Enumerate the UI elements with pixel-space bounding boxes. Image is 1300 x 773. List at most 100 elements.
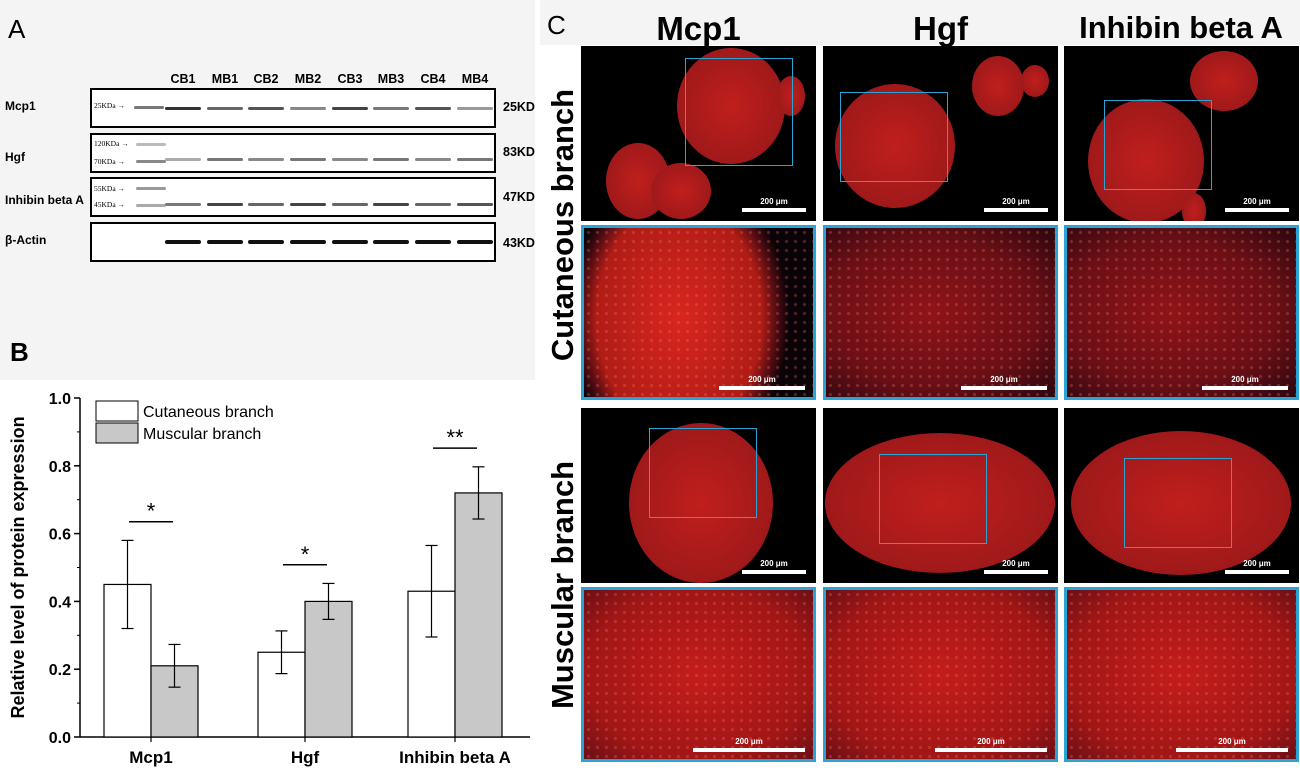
lane-label: CB4 (420, 72, 446, 86)
protein-band (415, 203, 451, 206)
zoom-region-box (1124, 458, 1232, 548)
x-tick-label: Hgf (291, 748, 320, 767)
cell-texture (826, 590, 1055, 759)
tissue-section (1071, 431, 1291, 575)
protein-band (165, 203, 201, 206)
ladder-band (136, 204, 166, 207)
protein-band (332, 158, 368, 161)
row-title: Cutaneous branch (545, 88, 580, 362)
blot-box-3 (90, 177, 496, 217)
row-title: Muscular branch (545, 460, 580, 710)
protein-band (457, 158, 493, 161)
significance-marker: ** (446, 425, 464, 450)
protein-band (248, 158, 284, 161)
molecular-weight-marker: 120KDa → (94, 139, 129, 148)
ladder-band (136, 187, 166, 190)
cell-texture (1067, 590, 1296, 759)
molecular-weight-marker: 55KDa → (94, 184, 126, 193)
lane-label: CB2 (253, 72, 279, 86)
protein-band (373, 158, 409, 161)
zoomed-micrograph: 200 μm (581, 587, 816, 762)
zoomed-micrograph: 200 μm (823, 587, 1058, 762)
protein-band (207, 203, 243, 206)
protein-band (290, 203, 326, 206)
y-axis-label: Relative level of protein expression (8, 416, 28, 718)
panel-label-c: C (547, 10, 566, 40)
zoomed-micrograph: 200 μm (1064, 587, 1299, 762)
lane-label: CB3 (337, 72, 363, 86)
cell-texture (826, 228, 1055, 397)
protein-band (457, 203, 493, 206)
protein-band (332, 203, 368, 206)
protein-band (373, 107, 409, 110)
micrograph: 200 μm (823, 46, 1058, 221)
column-title: Hgf (913, 10, 968, 47)
scale-bar (935, 748, 1047, 752)
protein-band (207, 240, 243, 244)
tissue-section (651, 163, 711, 219)
x-tick-label: Mcp1 (129, 748, 172, 767)
zoom-region-box (879, 454, 987, 544)
y-tick-label: 0.8 (49, 459, 71, 476)
tissue-section (1182, 193, 1206, 221)
protein-band (332, 107, 368, 110)
molecular-weight-marker: 70KDa → (94, 157, 126, 166)
tissue-section (629, 423, 773, 583)
protein-band (248, 107, 284, 110)
cell-texture (1067, 228, 1296, 397)
scale-bar-label: 200 μm (1231, 375, 1259, 384)
protein-band (457, 107, 493, 110)
molecular-weight-marker: 25KDa → (94, 101, 126, 110)
lane-label: CB1 (170, 72, 196, 86)
bar-muscular (304, 600, 353, 738)
protein-band (207, 158, 243, 161)
blot-row-label: Hgf (5, 150, 25, 164)
tissue-section (825, 433, 1055, 573)
blot-box-2 (90, 133, 496, 173)
scale-bar (1225, 208, 1289, 212)
protein-band (290, 240, 326, 244)
blot-kd-label: 43KD (503, 236, 535, 250)
scale-bar (984, 208, 1048, 212)
ladder-band (134, 106, 164, 109)
scale-bar (742, 208, 806, 212)
micrograph: 200 μm (581, 46, 816, 221)
tissue-section (1190, 51, 1258, 111)
ladder-band (136, 160, 166, 163)
y-tick-label: 0.0 (49, 730, 71, 747)
tissue-section (1021, 65, 1049, 97)
scale-bar-label: 200 μm (977, 737, 1005, 746)
y-tick-label: 0.6 (49, 527, 71, 544)
legend-swatch (95, 400, 139, 422)
scale-bar-label: 200 μm (1243, 559, 1271, 568)
scale-bar-label: 200 μm (760, 197, 788, 206)
protein-band (415, 158, 451, 161)
scale-bar-label: 200 μm (1002, 559, 1030, 568)
protein-band (457, 240, 493, 244)
blot-kd-label: 83KD (503, 145, 535, 159)
protein-band (290, 107, 326, 110)
zoom-region-box (685, 58, 793, 166)
micrograph: 200 μm (1064, 408, 1299, 583)
scale-bar-label: 200 μm (735, 737, 763, 746)
lane-label: MB3 (377, 72, 405, 86)
protein-band (290, 158, 326, 161)
lane-label: MB1 (211, 72, 239, 86)
protein-band (332, 240, 368, 244)
legend-label: Muscular branch (143, 426, 261, 443)
protein-band (165, 240, 201, 244)
micrograph: 200 μm (1064, 46, 1299, 221)
zoom-region-box (1104, 100, 1212, 190)
blot-row-label: Mcp1 (5, 99, 36, 113)
significance-marker: * (301, 542, 310, 567)
cell-texture (584, 590, 813, 759)
zoomed-micrograph: 200 μm (1064, 225, 1299, 400)
scale-bar-label: 200 μm (1243, 197, 1271, 206)
y-tick-label: 0.4 (49, 594, 71, 611)
tissue-section (835, 84, 955, 208)
protein-band (415, 107, 451, 110)
micrograph: 200 μm (823, 408, 1058, 583)
right-header-background (540, 0, 1300, 45)
protein-band (373, 240, 409, 244)
scale-bar (984, 570, 1048, 574)
